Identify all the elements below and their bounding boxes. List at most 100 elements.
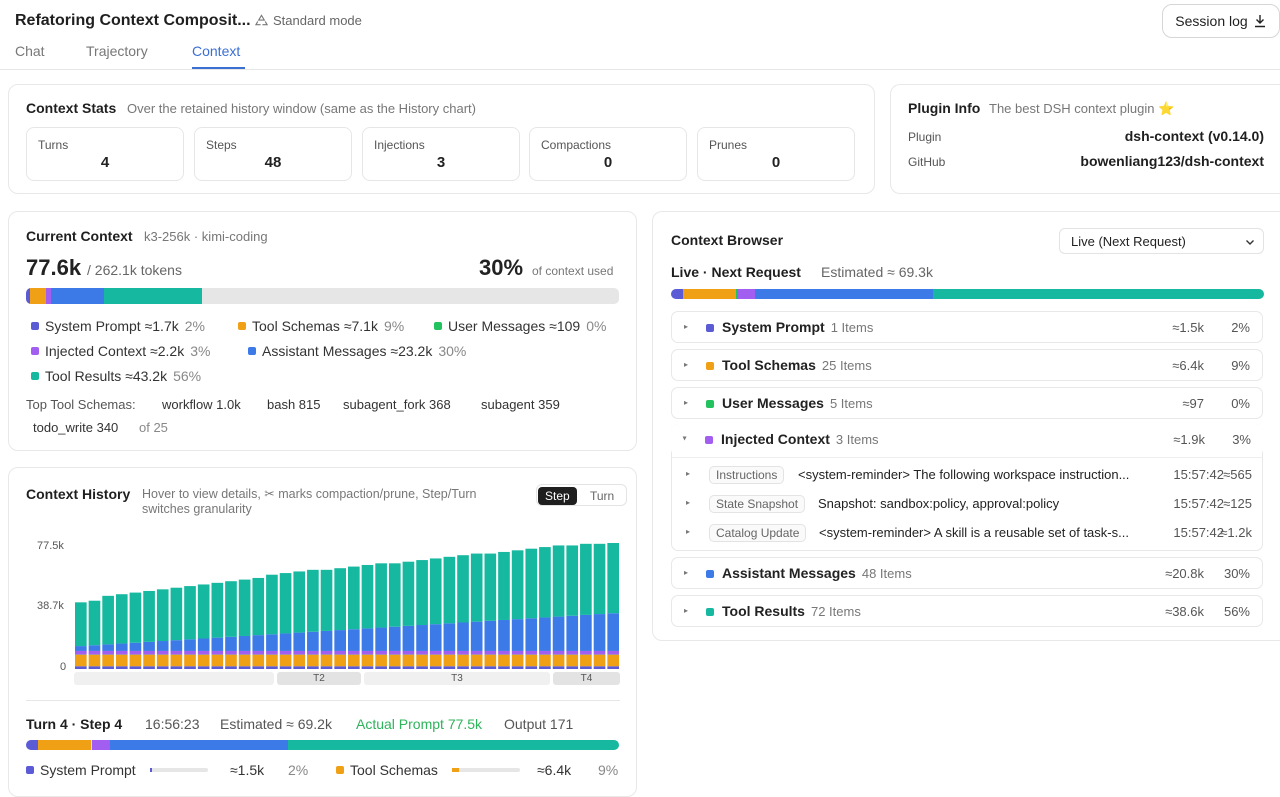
history-bar-assistant[interactable]: [171, 640, 183, 651]
history-bar-tools[interactable]: [102, 655, 114, 667]
history-bar-tools[interactable]: [607, 655, 619, 667]
history-bar-injected[interactable]: [607, 651, 619, 655]
history-bar-results[interactable]: [334, 568, 346, 630]
history-bar-assistant[interactable]: [403, 626, 415, 651]
history-bar-results[interactable]: [566, 545, 578, 615]
history-bar-tools[interactable]: [212, 655, 224, 667]
history-bar-tools[interactable]: [594, 655, 606, 667]
history-bar-injected[interactable]: [525, 651, 537, 655]
history-bar-assistant[interactable]: [212, 638, 224, 651]
history-bar-results[interactable]: [157, 589, 169, 641]
granularity-turn[interactable]: Turn: [583, 487, 621, 505]
history-bar-tools[interactable]: [321, 655, 333, 667]
history-bar-system[interactable]: [498, 666, 510, 669]
history-bar-injected[interactable]: [116, 651, 128, 655]
history-bar-results[interactable]: [321, 570, 333, 631]
history-bar-injected[interactable]: [375, 651, 387, 655]
history-bar-tools[interactable]: [430, 655, 442, 667]
history-bar-system[interactable]: [102, 666, 114, 669]
history-bar-results[interactable]: [457, 555, 469, 622]
history-bar-tools[interactable]: [130, 655, 142, 667]
history-bar-tools[interactable]: [252, 655, 264, 667]
history-bar-injected[interactable]: [130, 651, 142, 655]
history-bar-tools[interactable]: [539, 655, 551, 667]
history-bar-injected[interactable]: [416, 651, 428, 655]
history-bar-assistant[interactable]: [239, 636, 251, 651]
history-bar-tools[interactable]: [171, 655, 183, 667]
history-bar-injected[interactable]: [212, 651, 224, 655]
history-bar-results[interactable]: [539, 547, 551, 617]
history-bar-assistant[interactable]: [157, 641, 169, 651]
history-bar-assistant[interactable]: [143, 642, 155, 651]
history-bar-tools[interactable]: [280, 655, 292, 667]
history-bar-results[interactable]: [580, 544, 592, 615]
history-bar-system[interactable]: [485, 666, 497, 669]
history-bar-injected[interactable]: [266, 651, 278, 655]
history-bar-tools[interactable]: [348, 655, 360, 667]
injected-item[interactable]: ▸Catalog Update <system-reminder> A skil…: [672, 519, 1264, 548]
history-bar-assistant[interactable]: [457, 622, 469, 650]
mode-indicator[interactable]: Standard mode: [255, 13, 362, 28]
history-bar-system[interactable]: [566, 666, 578, 669]
history-bar-assistant[interactable]: [607, 613, 619, 651]
history-bar-injected[interactable]: [334, 651, 346, 655]
history-bar-injected[interactable]: [444, 651, 456, 655]
history-bar-injected[interactable]: [539, 651, 551, 655]
history-bar-system[interactable]: [293, 666, 305, 669]
history-bar-system[interactable]: [198, 666, 210, 669]
history-bar-results[interactable]: [348, 567, 360, 630]
history-bar-tools[interactable]: [89, 655, 101, 667]
history-bar-results[interactable]: [116, 594, 128, 643]
history-bar-assistant[interactable]: [184, 639, 196, 651]
history-bar-results[interactable]: [212, 583, 224, 638]
history-bar-assistant[interactable]: [594, 614, 606, 651]
history-bar-injected[interactable]: [102, 651, 114, 655]
history-bar-assistant[interactable]: [348, 629, 360, 651]
history-bar-results[interactable]: [389, 563, 401, 626]
history-bar-system[interactable]: [553, 666, 565, 669]
history-bar-system[interactable]: [580, 666, 592, 669]
history-bar-system[interactable]: [348, 666, 360, 669]
history-bar-results[interactable]: [525, 549, 537, 619]
history-bar-results[interactable]: [375, 563, 387, 627]
history-bar-injected[interactable]: [362, 651, 374, 655]
history-bar-injected[interactable]: [239, 651, 251, 655]
history-bar-assistant[interactable]: [471, 622, 483, 651]
history-bar-tools[interactable]: [389, 655, 401, 667]
history-bar-assistant[interactable]: [266, 634, 278, 651]
turn-segment[interactable]: [74, 672, 274, 685]
history-bar-assistant[interactable]: [525, 618, 537, 651]
history-bar-assistant[interactable]: [539, 617, 551, 651]
history-bar-tools[interactable]: [525, 655, 537, 667]
history-bar-injected[interactable]: [485, 651, 497, 655]
history-bar-assistant[interactable]: [116, 644, 128, 651]
history-bar-system[interactable]: [116, 666, 128, 669]
history-bar-tools[interactable]: [485, 655, 497, 667]
history-bar-injected[interactable]: [594, 651, 606, 655]
history-bar-tools[interactable]: [416, 655, 428, 667]
history-bar-system[interactable]: [430, 666, 442, 669]
history-bar-injected[interactable]: [498, 651, 510, 655]
history-bar-system[interactable]: [403, 666, 415, 669]
history-bar-tools[interactable]: [375, 655, 387, 667]
history-bar-system[interactable]: [362, 666, 374, 669]
history-bar-results[interactable]: [607, 543, 619, 613]
history-bar-system[interactable]: [539, 666, 551, 669]
history-bar-injected[interactable]: [348, 651, 360, 655]
history-bar-system[interactable]: [607, 666, 619, 669]
history-bar-system[interactable]: [471, 666, 483, 669]
history-bar-assistant[interactable]: [321, 631, 333, 651]
history-bar-results[interactable]: [75, 602, 87, 646]
history-bar-results[interactable]: [512, 550, 524, 619]
history-bar-assistant[interactable]: [430, 624, 442, 651]
history-bar-results[interactable]: [307, 570, 319, 632]
history-bar-system[interactable]: [594, 666, 606, 669]
history-bar-injected[interactable]: [403, 651, 415, 655]
history-bar-tools[interactable]: [116, 655, 128, 667]
history-bar-injected[interactable]: [252, 651, 264, 655]
history-bar-injected[interactable]: [89, 651, 101, 655]
granularity-step[interactable]: Step: [538, 487, 577, 505]
